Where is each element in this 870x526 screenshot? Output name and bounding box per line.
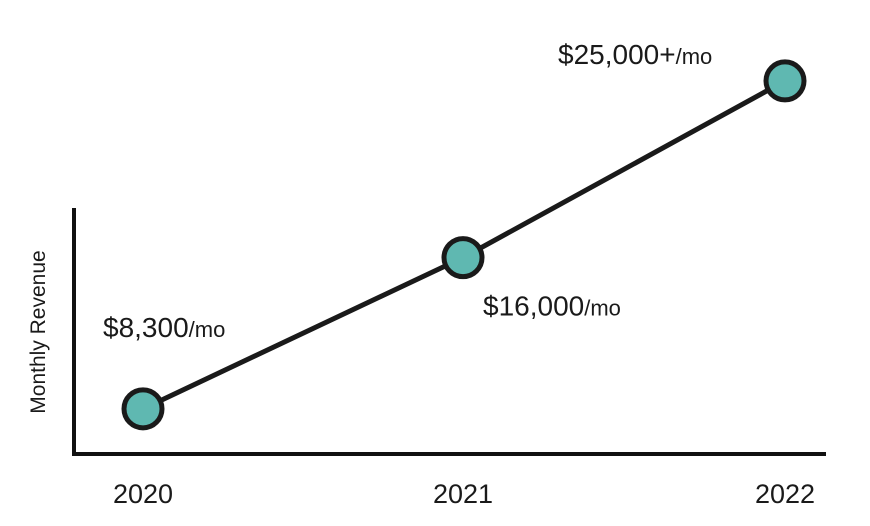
- data-labels: $8,300/mo $16,000/mo $25,000+/mo: [103, 39, 712, 343]
- data-label-2021: $16,000/mo: [483, 291, 621, 322]
- data-points: [121, 59, 807, 431]
- data-point-2022: [763, 59, 807, 103]
- data-label-2020: $8,300/mo: [103, 312, 225, 343]
- y-axis-label: Monthly Revenue: [27, 250, 50, 413]
- x-tick-label-2021: 2021: [433, 479, 493, 509]
- data-point-2020: [121, 387, 165, 431]
- data-label-2022: $25,000+/mo: [558, 39, 712, 70]
- x-tick-labels: 2020 2021 2022: [113, 479, 815, 509]
- x-tick-label-2020: 2020: [113, 479, 173, 509]
- data-point-2021: [441, 236, 485, 280]
- x-tick-label-2022: 2022: [755, 479, 815, 509]
